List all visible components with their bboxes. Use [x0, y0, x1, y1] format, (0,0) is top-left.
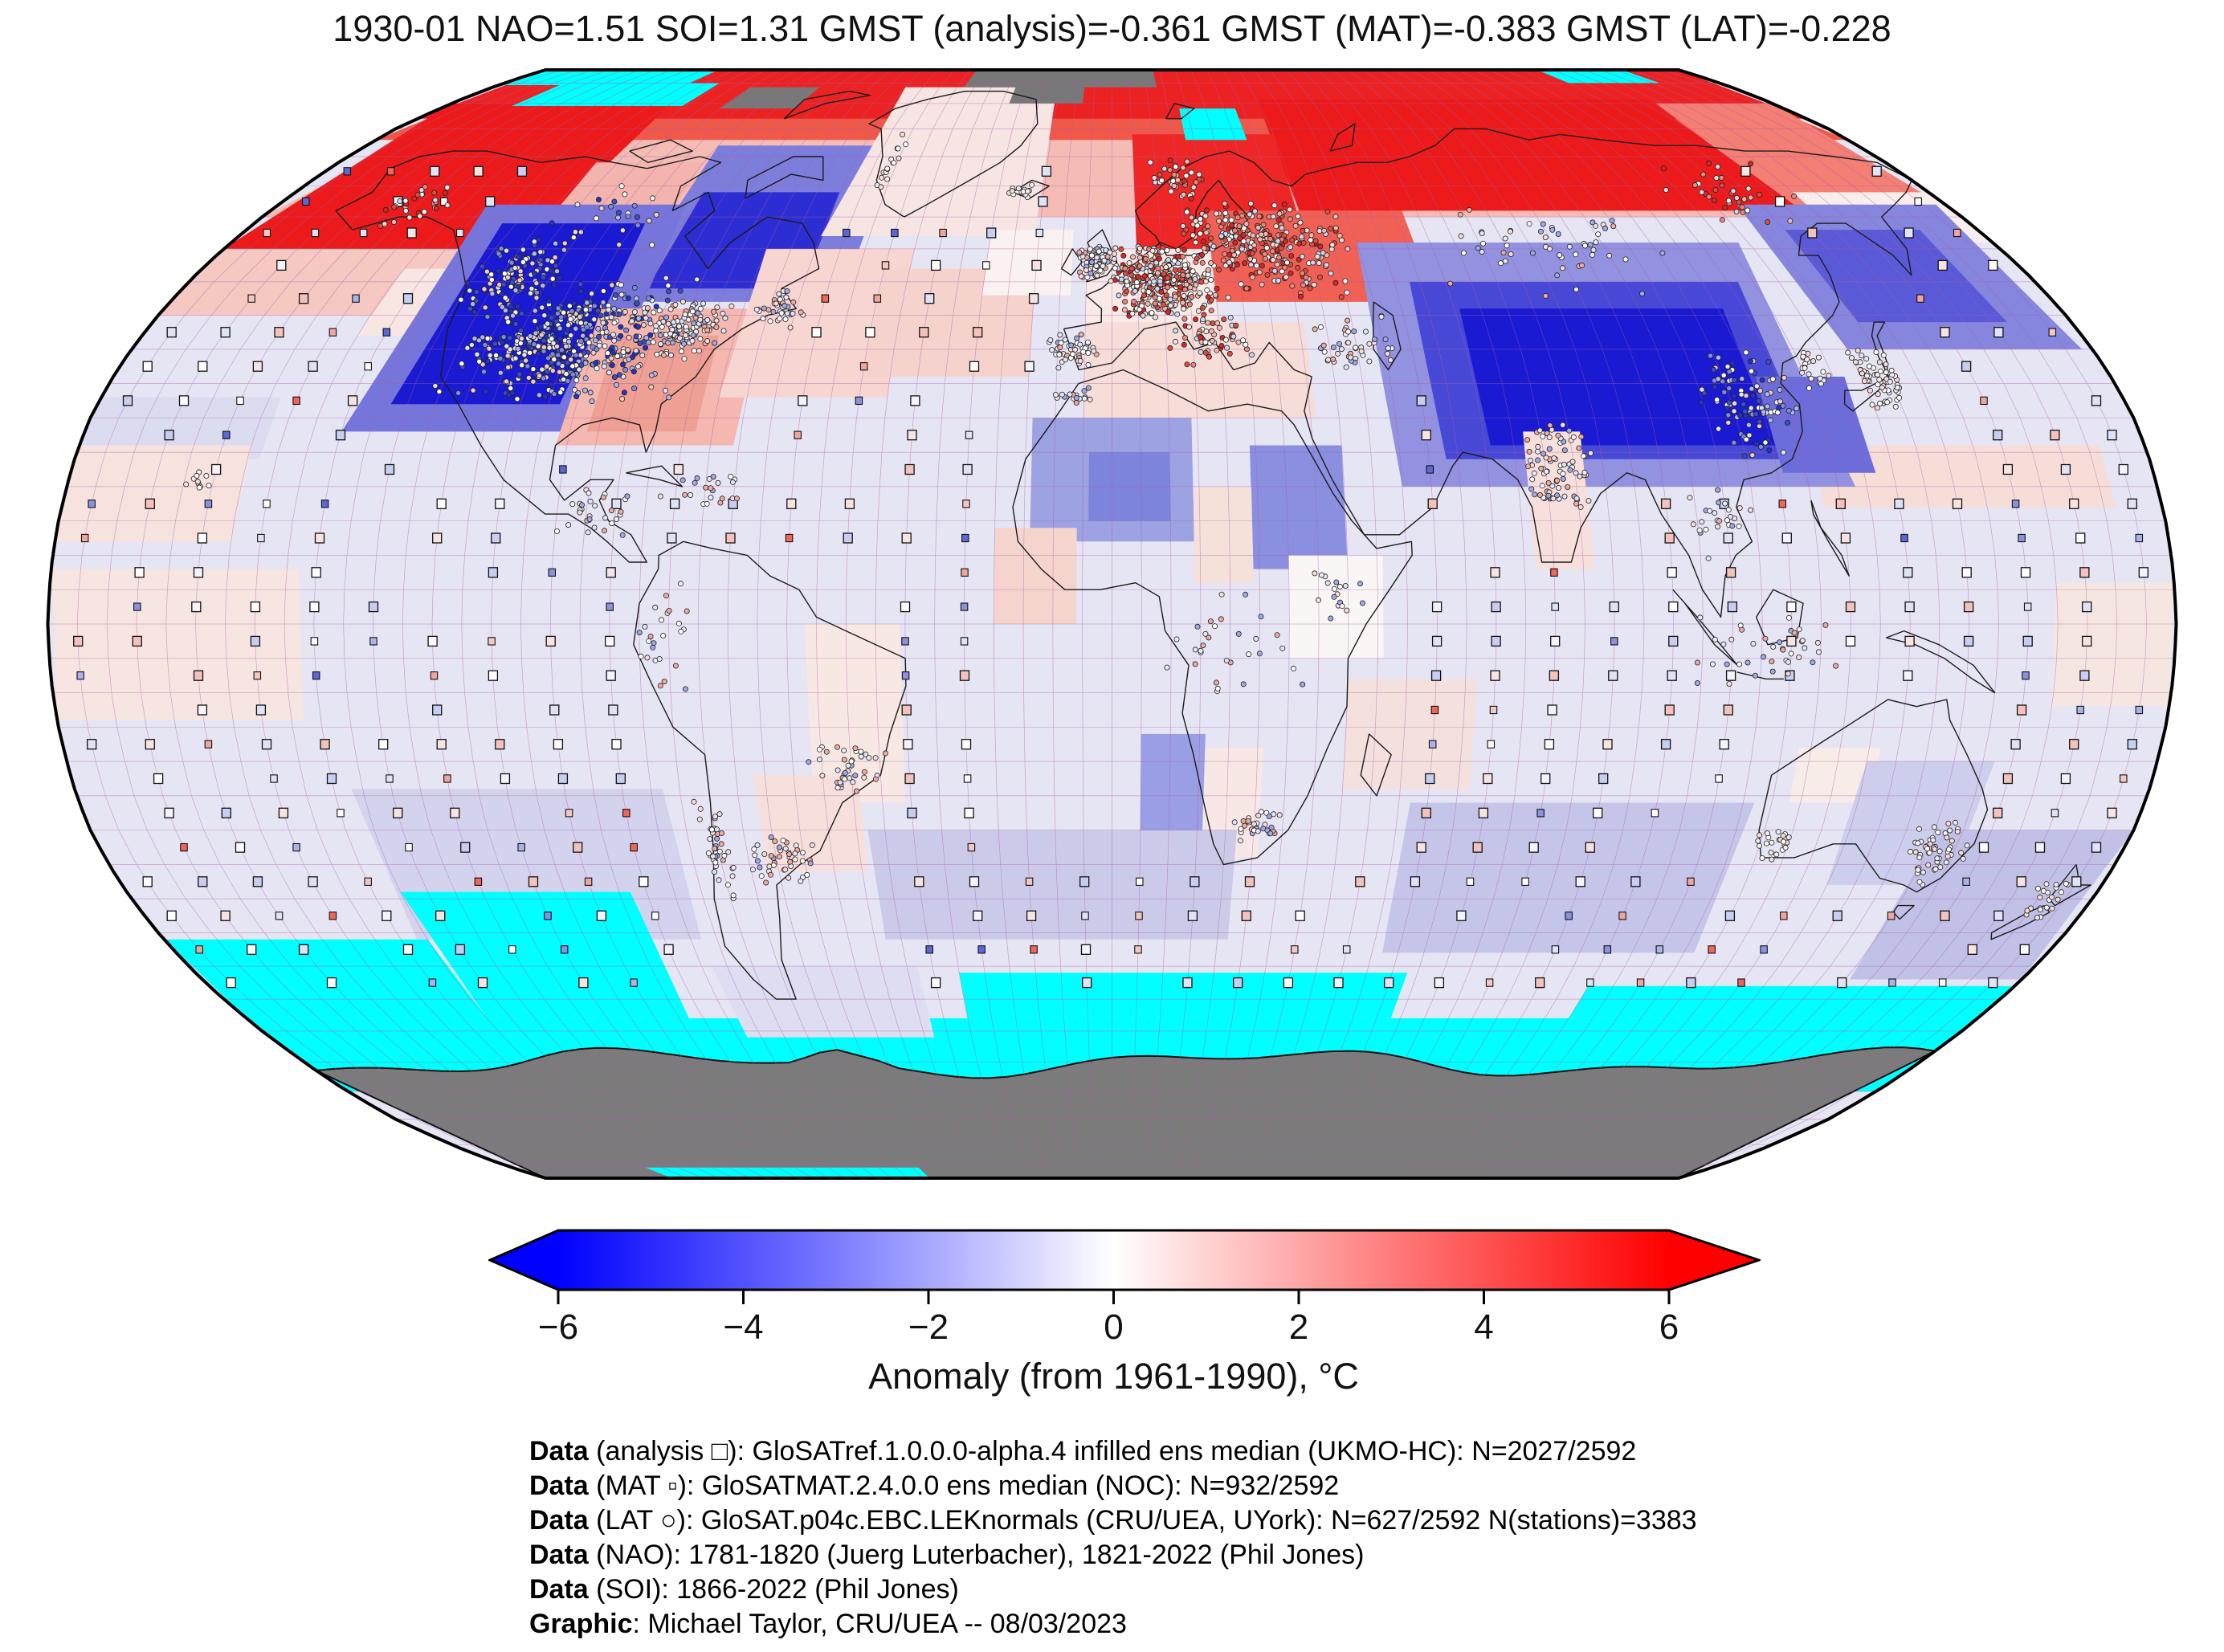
colorbar-ticks	[557, 1290, 1671, 1304]
colorbar-tick-label: −2	[908, 1307, 949, 1347]
credit-prefix: Graphic	[529, 1609, 633, 1639]
colorbar-label: Anomaly (from 1961-1990), °C	[868, 1356, 1359, 1397]
credit-prefix: Data	[529, 1470, 589, 1501]
colorbar-tick-label: 2	[1288, 1307, 1309, 1347]
credit-line: Data (analysis □): GloSATref.1.0.0.0-alp…	[529, 1434, 1697, 1469]
credit-text: (LAT ○): GloSAT.p04c.EBC.LEKnormals (CRU…	[588, 1505, 1697, 1536]
credit-text: : Michael Taylor, CRU/UEA -- 08/03/2023	[632, 1609, 1127, 1639]
colorbar-bar	[488, 1229, 1761, 1291]
credit-text: (NAO): 1781-1820 (Juerg Luterbacher), 18…	[588, 1540, 1365, 1570]
world-anomaly-map	[46, 68, 2178, 1180]
credits-block: Data (analysis □): GloSATref.1.0.0.0-alp…	[529, 1434, 1697, 1642]
figure-title: 1930-01 NAO=1.51 SOI=1.31 GMST (analysis…	[333, 8, 1891, 49]
credit-text: (MAT ▫): GloSATMAT.2.4.0.0 ens median (N…	[588, 1470, 1340, 1501]
credit-line: Data (MAT ▫): GloSATMAT.2.4.0.0 ens medi…	[529, 1469, 1697, 1503]
credit-text: (SOI): 1866-2022 (Phil Jones)	[588, 1574, 959, 1605]
credit-prefix: Data	[529, 1436, 589, 1466]
credit-text: (analysis □): GloSATref.1.0.0.0-alpha.4 …	[588, 1436, 1637, 1466]
credit-line: Data (SOI): 1866-2022 (Phil Jones)	[529, 1572, 1697, 1607]
credit-line: Graphic: Michael Taylor, CRU/UEA -- 08/0…	[529, 1607, 1697, 1642]
credit-line: Data (NAO): 1781-1820 (Juerg Luterbacher…	[529, 1538, 1697, 1572]
colorbar-tick-label: −6	[537, 1307, 579, 1347]
colorbar-tick-label: 4	[1474, 1307, 1494, 1347]
colorbar-tick-label: −4	[723, 1307, 764, 1347]
credit-prefix: Data	[529, 1505, 589, 1536]
colorbar-tick-label: 6	[1659, 1307, 1679, 1347]
credit-prefix: Data	[529, 1540, 589, 1570]
colorbar-tick-labels: −6 −4 −2 0 2 4 6	[538, 1307, 1679, 1348]
colorbar	[488, 1229, 1761, 1304]
credit-line: Data (LAT ○): GloSAT.p04c.EBC.LEKnormals…	[529, 1503, 1697, 1538]
credit-prefix: Data	[529, 1574, 589, 1605]
colorbar-tick-label: 0	[1104, 1307, 1124, 1347]
